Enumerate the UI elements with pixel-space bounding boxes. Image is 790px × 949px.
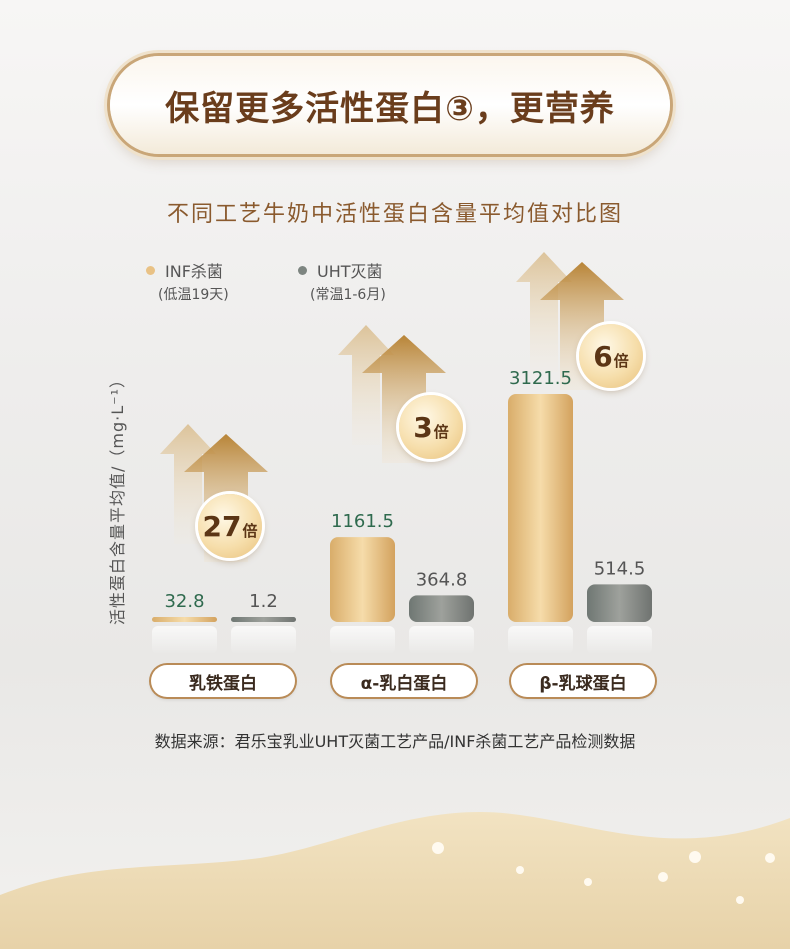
arrow-back-icon [516, 252, 572, 372]
multiplier-number: 3 [413, 410, 433, 444]
multiplier-badge-lactoferrin: 27 倍 [198, 494, 262, 558]
bar-inf-lactoferrin [152, 617, 217, 622]
legend-inf-label: INF杀菌 [165, 262, 223, 281]
legend-uht-label: UHT灭菌 [317, 262, 383, 281]
bar-reflection [152, 626, 217, 654]
bar-uht-alpha-lactalbumin [409, 595, 474, 622]
legend-uht-swatch [298, 266, 307, 275]
bar-reflection [409, 626, 474, 654]
value-label-uht-beta-lactoglobulin: 514.5 [594, 558, 646, 579]
category-label-alpha-lactalbumin: α-乳白蛋白 [332, 665, 476, 697]
bar-reflection [231, 626, 296, 654]
category-label-lactoferrin: 乳铁蛋白 [151, 665, 295, 697]
legend-uht-note: (常温1-6月) [310, 287, 386, 303]
legend-inf: INF杀菌 (低温19天) [146, 258, 229, 304]
multiplier-unit: 倍 [242, 521, 258, 540]
value-label-inf-beta-lactoglobulin: 3121.5 [509, 368, 572, 389]
bar-uht-lactoferrin [231, 617, 296, 622]
bar-inf-alpha-lactalbumin [330, 537, 395, 622]
legend-inf-note: (低温19天) [158, 287, 229, 303]
title-banner: 保留更多活性蛋白③，更营养 [110, 56, 670, 154]
value-label-inf-lactoferrin: 32.8 [164, 591, 204, 612]
value-label-uht-alpha-lactalbumin: 364.8 [416, 569, 468, 590]
bar-reflection [508, 626, 573, 654]
bar-uht-beta-lactoglobulin [587, 584, 652, 622]
multiplier-unit: 倍 [433, 422, 449, 441]
multiplier-unit: 倍 [613, 351, 629, 370]
bar-inf-beta-lactoglobulin [508, 394, 573, 622]
multiplier-number: 27 [202, 509, 242, 543]
chart-title: 不同工艺牛奶中活性蛋白含量平均值对比图 [166, 202, 623, 227]
bar-reflection [330, 626, 395, 654]
bar-reflection [587, 626, 652, 654]
multiplier-number: 6 [593, 339, 613, 373]
value-label-uht-lactoferrin: 1.2 [249, 591, 278, 612]
arrow-back-icon [338, 325, 394, 445]
page-title: 保留更多活性蛋白③，更营养 [165, 88, 615, 129]
value-label-inf-alpha-lactalbumin: 1161.5 [331, 511, 394, 532]
legend-uht: UHT灭菌 (常温1-6月) [298, 258, 386, 304]
category-label-beta-lactoglobulin: β-乳球蛋白 [511, 665, 655, 697]
data-source-note: 数据来源：君乐宝乳业UHT灭菌工艺产品/INF杀菌工艺产品检测数据 [154, 732, 636, 751]
legend-inf-swatch [146, 266, 155, 275]
